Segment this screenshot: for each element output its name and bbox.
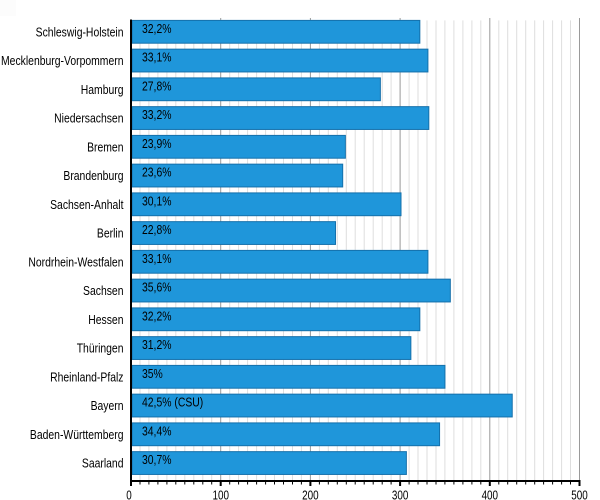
svg-text:23,9%: 23,9% <box>142 137 172 151</box>
svg-text:Hamburg: Hamburg <box>81 83 124 97</box>
svg-text:500: 500 <box>571 489 587 500</box>
svg-text:Sachsen: Sachsen <box>83 284 123 298</box>
svg-text:Nordrhein-Westfalen: Nordrhein-Westfalen <box>28 255 123 269</box>
svg-text:42,5% (CSU): 42,5% (CSU) <box>142 396 203 410</box>
svg-text:Niedersachsen: Niedersachsen <box>54 112 123 126</box>
svg-text:23,6%: 23,6% <box>142 166 172 180</box>
svg-text:33,1%: 33,1% <box>142 51 172 65</box>
svg-text:Berlin: Berlin <box>97 227 124 241</box>
svg-text:Brandenburg: Brandenburg <box>63 169 123 183</box>
svg-text:100: 100 <box>212 489 228 500</box>
svg-text:Bayern: Bayern <box>91 399 124 413</box>
svg-text:35%: 35% <box>142 367 163 381</box>
svg-text:Hessen: Hessen <box>88 313 123 327</box>
svg-text:Saarland: Saarland <box>82 457 124 471</box>
svg-text:30,7%: 30,7% <box>142 453 172 467</box>
svg-text:33,2%: 33,2% <box>142 108 172 122</box>
svg-text:Bremen: Bremen <box>87 140 123 154</box>
svg-text:400: 400 <box>482 489 498 500</box>
svg-text:35,6%: 35,6% <box>142 281 172 295</box>
svg-text:34,4%: 34,4% <box>142 424 172 438</box>
svg-text:Schleswig-Holstein: Schleswig-Holstein <box>36 25 124 39</box>
svg-text:33,1%: 33,1% <box>142 252 172 266</box>
svg-text:32,2%: 32,2% <box>142 22 172 36</box>
svg-text:22,8%: 22,8% <box>142 223 172 237</box>
svg-text:27,8%: 27,8% <box>142 79 172 93</box>
svg-text:32,2%: 32,2% <box>142 309 172 323</box>
svg-text:0: 0 <box>126 489 131 500</box>
svg-text:Rheinland-Pfalz: Rheinland-Pfalz <box>50 370 123 384</box>
svg-text:200: 200 <box>302 489 318 500</box>
svg-text:Thüringen: Thüringen <box>77 342 124 356</box>
svg-text:Mecklenburg-Vorpommern: Mecklenburg-Vorpommern <box>1 54 123 68</box>
svg-text:30,1%: 30,1% <box>142 194 172 208</box>
svg-text:300: 300 <box>392 489 408 500</box>
svg-text:Baden-Württemberg: Baden-Württemberg <box>30 428 124 442</box>
svg-text:31,2%: 31,2% <box>142 338 172 352</box>
svg-text:Sachsen-Anhalt: Sachsen-Anhalt <box>50 198 124 212</box>
